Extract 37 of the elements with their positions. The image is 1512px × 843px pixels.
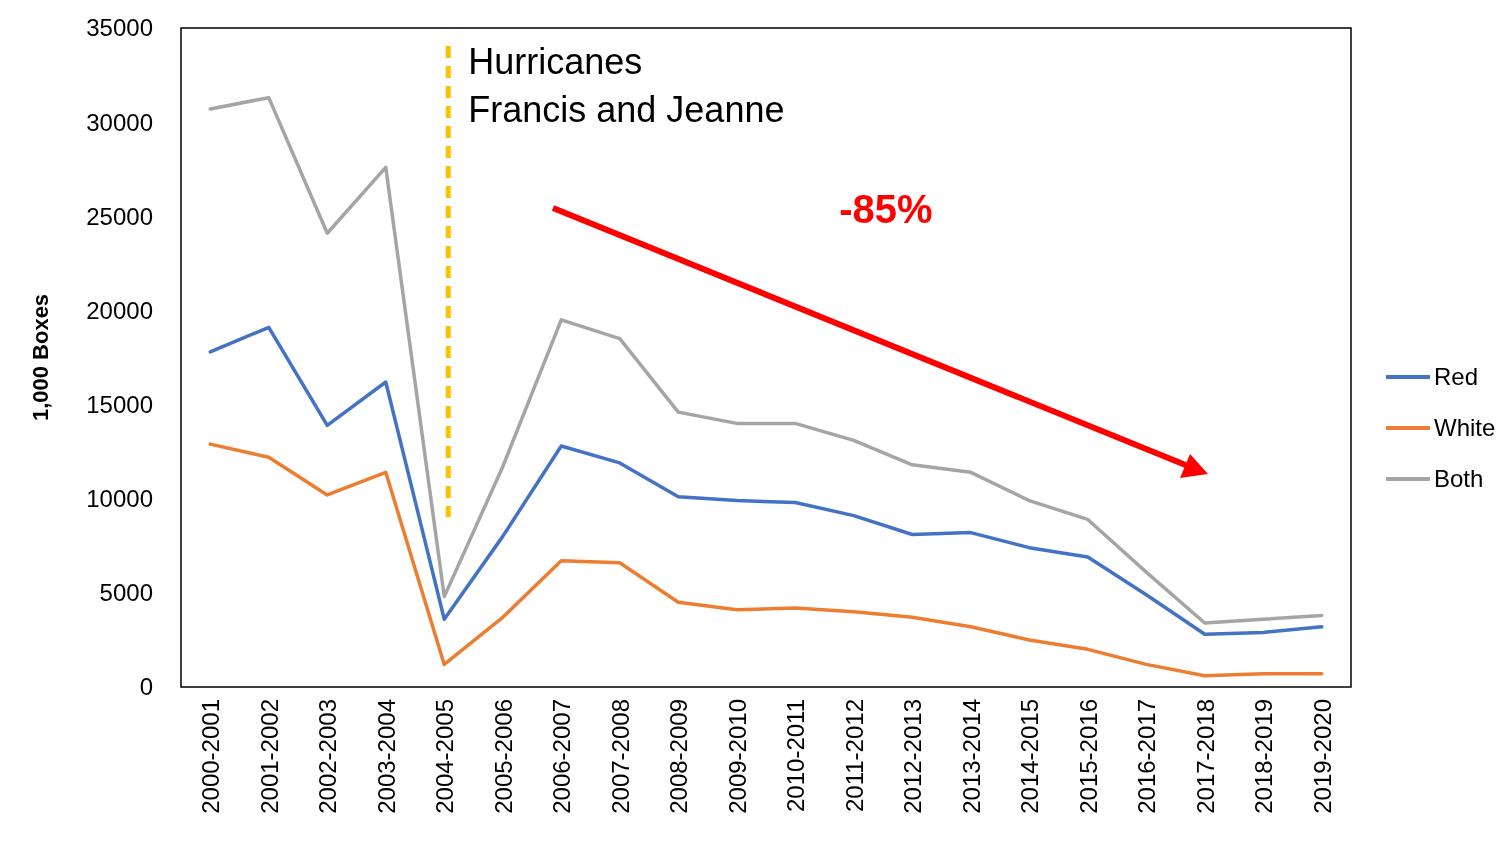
y-tick-label: 0	[139, 673, 153, 701]
x-tick-label: 2003-2004	[372, 699, 400, 814]
x-tick-label: 2013-2014	[957, 699, 985, 814]
legend-label: Red	[1434, 363, 1479, 391]
y-tick-label: 20000	[86, 296, 153, 324]
x-tick-label: 2006-2007	[548, 699, 576, 814]
x-tick-label: 2000-2001	[197, 699, 225, 814]
y-axis-title: 1,000 Boxes	[28, 293, 53, 422]
ref-line-label: Hurricanes Francis and Jeanne	[468, 41, 785, 130]
y-tick-label: 5000	[99, 579, 153, 607]
x-tick-label: 2004-2005	[431, 699, 459, 814]
annotation: -85%	[839, 187, 933, 231]
x-tick-label: 2017-2018	[1191, 699, 1219, 814]
x-tick-label: 2010-2011	[782, 699, 810, 812]
x-tick-label: 2011-2012	[840, 699, 868, 812]
y-tick-label: 25000	[86, 202, 153, 230]
legend-label: Both	[1434, 465, 1484, 493]
x-tick-label: 2008-2009	[665, 699, 693, 814]
y-tick-label: 35000	[86, 14, 153, 42]
y-tick-label: 30000	[86, 108, 153, 136]
line-series	[208, 325, 1324, 637]
x-tick-label: 2001-2002	[255, 699, 283, 814]
x-tick-label: 2016-2017	[1133, 699, 1161, 814]
x-tick-label: 2009-2010	[723, 699, 751, 814]
x-tick-label: 2015-2016	[1074, 699, 1102, 814]
legend-label: White	[1434, 414, 1496, 442]
x-tick-label: 2018-2019	[1250, 699, 1278, 814]
y-tick-label: 10000	[86, 485, 153, 513]
y-tick-label: 15000	[86, 390, 153, 418]
x-tick-label: 2014-2015	[1016, 699, 1044, 814]
x-tick-label: 2019-2020	[1308, 699, 1336, 814]
x-tick-label: 2002-2003	[314, 699, 342, 814]
x-tick-label: 2012-2013	[899, 699, 927, 814]
x-tick-label: 2005-2006	[489, 699, 517, 814]
line-series	[208, 442, 1324, 678]
x-tick-label: 2007-2008	[606, 699, 634, 814]
line-series	[208, 95, 1324, 625]
